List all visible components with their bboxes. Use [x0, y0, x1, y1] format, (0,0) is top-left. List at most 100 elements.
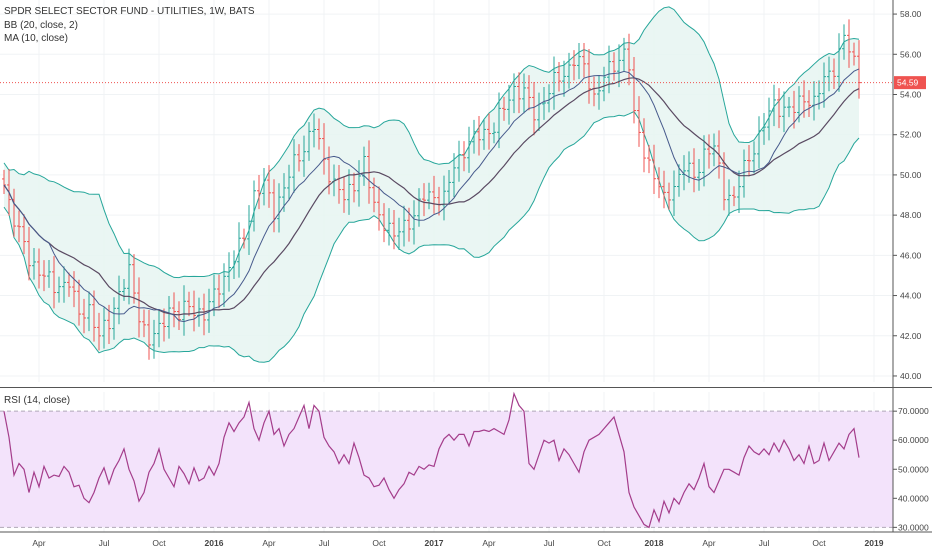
rsi-pane [0, 391, 893, 529]
ohlc-bar [147, 310, 151, 360]
price-tick-label: 42.00 [900, 331, 922, 341]
last-price-label: 54.59 [897, 78, 919, 88]
ohlc-bar [187, 291, 191, 317]
ohlc-bar [117, 275, 121, 325]
ohlc-bar [677, 164, 681, 197]
time-tick-label: Apr [482, 538, 495, 548]
ohlc-bar [822, 62, 826, 108]
ohlc-bar [142, 309, 146, 338]
ohlc-bar [177, 301, 181, 331]
ohlc-bar [242, 228, 246, 249]
ohlc-bar [517, 72, 521, 114]
ohlc-bar [327, 146, 331, 195]
bollinger-bands [3, 6, 860, 363]
ohlc-bar [752, 141, 756, 174]
ohlc-bar [497, 92, 501, 149]
bb-lower-band [3, 110, 860, 363]
ohlc-bar [507, 84, 511, 125]
ohlc-bar [542, 87, 546, 120]
time-tick-label: 2016 [205, 538, 224, 548]
ohlc-bar [742, 149, 746, 198]
ohlc-bar [37, 248, 41, 289]
ohlc-bar [412, 200, 416, 245]
price-line-layer: 54.59 [0, 76, 926, 90]
ohlc-bar [42, 260, 46, 292]
bb-fill [4, 6, 859, 363]
ohlc-bar [252, 180, 256, 232]
ohlc-bar [462, 141, 466, 172]
moving-averages [3, 68, 860, 323]
ohlc-bar [697, 158, 701, 191]
ohlc-bar [17, 210, 21, 243]
ohlc-bar [457, 140, 461, 182]
ohlc-bar [127, 248, 131, 305]
ohlc-bar [617, 44, 621, 88]
ohlc-bar [547, 84, 551, 113]
ohlc-bar [157, 309, 161, 348]
ohlc-bar [532, 82, 536, 136]
time-tick-label: 2017 [425, 538, 444, 548]
price-tick-label: 40.00 [900, 371, 922, 381]
ohlc-bar [387, 208, 391, 246]
ohlc-bar [647, 144, 651, 174]
ohlc-bar [92, 290, 96, 342]
bb-legend-label: BB (20, close, 2) [4, 20, 78, 31]
time-tick-label: Oct [812, 538, 826, 548]
ohlc-bar [77, 279, 81, 326]
ohlc-bar [472, 119, 476, 154]
ohlc-bar [602, 66, 606, 102]
ohlc-bar [397, 217, 401, 251]
ohlc-bar [737, 170, 741, 213]
ohlc-bar [357, 160, 361, 207]
ohlc-bar [352, 172, 356, 203]
ohlc-bar [767, 97, 771, 141]
price-tick-label: 46.00 [900, 250, 922, 260]
ohlc-bar [762, 113, 766, 145]
ohlc-bar [772, 84, 776, 127]
ohlc-bar [267, 165, 271, 208]
ohlc-bar [162, 308, 166, 342]
ohlc-bar [287, 164, 291, 201]
candles [2, 19, 861, 360]
ohlc-bar [847, 19, 851, 68]
ohlc-bar [577, 42, 581, 80]
ohlc-bar [512, 73, 516, 114]
ohlc-bar [787, 96, 791, 118]
ohlc-bar [607, 45, 611, 94]
ohlc-bar [757, 116, 761, 169]
ohlc-bar [492, 122, 496, 144]
ohlc-bar [662, 170, 666, 209]
time-tick-label: 2019 [865, 538, 884, 548]
time-tick-label: 2018 [645, 538, 664, 548]
ohlc-bar [137, 277, 141, 338]
ohlc-bar [192, 290, 196, 332]
ohlc-bar [372, 177, 376, 213]
ohlc-bar [237, 222, 241, 278]
ohlc-bar [682, 155, 686, 191]
ma-10-line [3, 68, 860, 323]
ohlc-bar [307, 122, 311, 161]
ohlc-bar [167, 295, 171, 339]
price-tick-label: 48.00 [900, 210, 922, 220]
ohlc-bar [132, 254, 136, 304]
ohlc-bar [637, 96, 641, 147]
ohlc-bar [562, 60, 566, 97]
price-tick-label: 56.00 [900, 49, 922, 59]
ohlc-bar [227, 252, 231, 292]
ohlc-bar [452, 153, 456, 198]
ohlc-bar [217, 274, 221, 309]
price-tick-label: 44.00 [900, 291, 922, 301]
ohlc-bar [232, 250, 236, 279]
ohlc-bar [122, 278, 126, 301]
ohlc-bar [72, 271, 76, 308]
ohlc-bar [642, 118, 646, 173]
ohlc-bar [632, 57, 636, 124]
ohlc-bar [502, 96, 506, 121]
ohlc-bar [277, 183, 281, 233]
ohlc-bar [552, 56, 556, 110]
time-tick-label: Apr [262, 538, 275, 548]
ohlc-bar [377, 186, 381, 231]
ohlc-bar [422, 183, 426, 217]
last-price-badge [894, 76, 926, 90]
